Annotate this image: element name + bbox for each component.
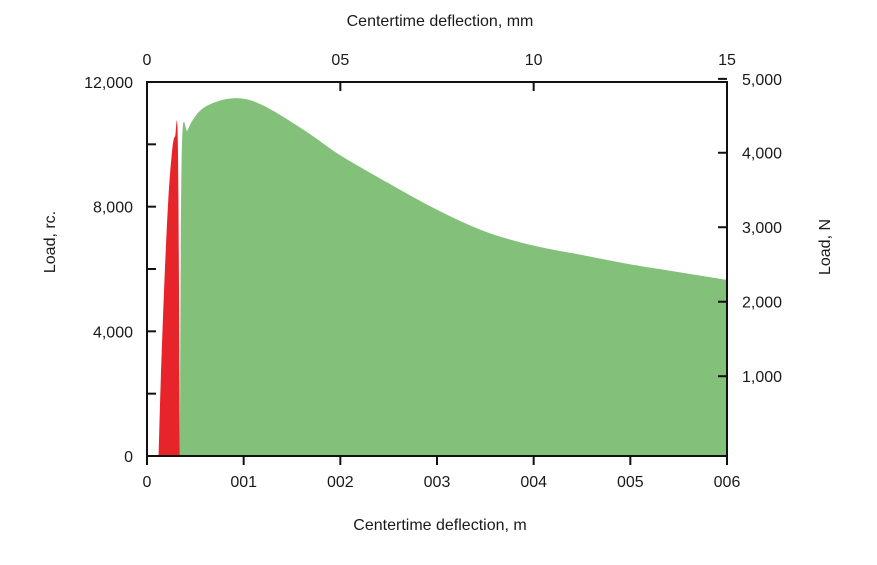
x-top-tick-label-2: 10 — [525, 52, 543, 69]
series-area-0 — [179, 98, 727, 457]
bottom-axis-title: Centertime deflection, m — [353, 517, 526, 534]
y-left-tick-label-2: 4,000 — [93, 324, 133, 341]
x-bottom-tick-label-4: 004 — [520, 474, 547, 491]
x-bottom-tick-label-0: 0 — [143, 474, 152, 491]
y-right-tick-label-3: 4,000 — [742, 146, 782, 163]
y-left-tick-label-4: 8,000 — [93, 200, 133, 217]
right-axis-title: Load, N — [817, 219, 834, 275]
y-left-tick-label-0: 0 — [124, 449, 133, 466]
x-bottom-tick-label-2: 002 — [327, 474, 354, 491]
y-right-tick-label-1: 2,000 — [742, 295, 782, 312]
y-right-tick-label-2: 3,000 — [742, 220, 782, 237]
x-top-tick-label-1: 05 — [331, 52, 349, 69]
y-left-tick-label-6: 12,000 — [84, 75, 133, 92]
left-axis-title: Load, rc. — [42, 211, 59, 273]
x-top-tick-label-3: 15 — [718, 52, 736, 69]
y-right-tick-label-4: 5,000 — [742, 72, 782, 89]
series-area-1 — [158, 120, 180, 456]
x-bottom-tick-label-3: 003 — [424, 474, 451, 491]
series-layer — [158, 98, 727, 457]
x-bottom-tick-label-6: 006 — [714, 474, 741, 491]
x-top-tick-label-0: 0 — [143, 52, 152, 69]
y-right-tick-label-0: 1,000 — [742, 369, 782, 386]
x-bottom-tick-label-1: 001 — [230, 474, 257, 491]
x-bottom-tick-label-5: 005 — [617, 474, 644, 491]
top-axis-title: Centertime deflection, mm — [347, 13, 534, 30]
